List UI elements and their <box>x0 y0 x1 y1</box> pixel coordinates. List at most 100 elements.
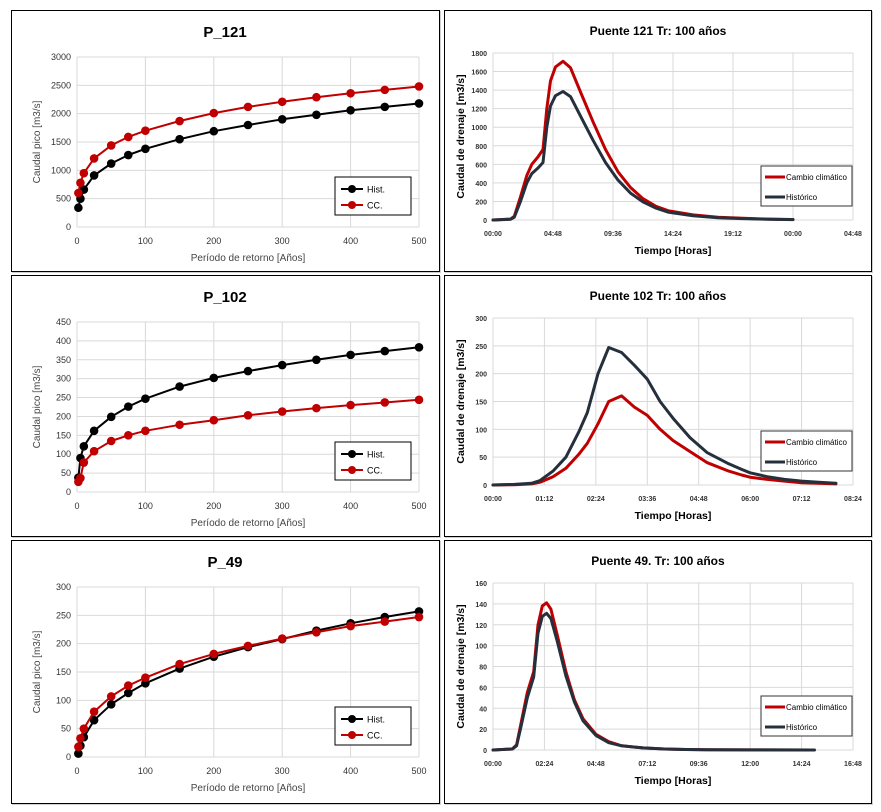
chart-p121-hydro: Puente 121 Tr: 100 años 0 200 400 600 800 1000… <box>455 24 862 257</box>
legend-box <box>760 430 853 472</box>
data-point <box>89 715 99 725</box>
y-tick-label: 250 <box>56 393 71 403</box>
legend-swatch-marker <box>348 731 356 739</box>
legend-label: Cambio climático <box>786 438 847 447</box>
x-tick-label: 200 <box>206 766 221 776</box>
y-tick-label: 150 <box>475 400 487 407</box>
data-point <box>175 116 184 126</box>
data-point <box>124 688 133 698</box>
x-tick-label: 14:24 <box>664 231 682 238</box>
x-tick-label: 09:36 <box>690 761 708 768</box>
legend-swatch-marker <box>348 450 356 458</box>
y-tick-label: 300 <box>56 374 71 384</box>
data-point <box>346 400 355 410</box>
x-tick-label: 500 <box>411 236 426 246</box>
y-tick-label: 150 <box>56 430 71 440</box>
x-tick-label: 19:12 <box>724 231 742 238</box>
x-axis-title: Período de retorno [Años] <box>191 783 306 794</box>
data-point <box>243 641 253 651</box>
series-line-cc <box>491 59 795 222</box>
data-point <box>312 403 321 413</box>
data-point <box>74 749 83 758</box>
y-tick-label: 350 <box>56 355 71 365</box>
y-tick-label: 100 <box>475 427 487 434</box>
y-tick-label: 100 <box>56 695 71 705</box>
y-tick-label: 1000 <box>471 125 487 132</box>
legend-label: CC. <box>367 731 383 741</box>
x-tick-label: 400 <box>343 501 358 511</box>
y-axis-title: Caudal de drenaje [m3/s] <box>455 604 467 728</box>
series-line-cc <box>491 394 838 487</box>
y-tick-label: 0 <box>66 752 71 762</box>
data-point <box>346 350 355 360</box>
data-point <box>209 649 219 659</box>
data-point <box>141 673 150 682</box>
y-tick-label: 1500 <box>51 137 71 147</box>
x-tick-label: 02:24 <box>587 496 605 503</box>
data-point <box>79 441 89 451</box>
data-point <box>414 343 424 352</box>
y-axis-title: Caudal pico [m3/s] <box>32 630 43 713</box>
y-axis-title: Caudal de drenaje [m3/s] <box>455 74 467 198</box>
x-tick-label: 500 <box>411 766 426 776</box>
data-point <box>243 102 253 112</box>
x-tick-label: 04:48 <box>587 761 605 768</box>
data-point <box>106 412 116 422</box>
data-point <box>141 426 150 436</box>
data-point <box>312 110 321 120</box>
panel-p121-hydro: Puente 121 Tr: 100 años 0 200 400 600 800 1000… <box>444 10 872 272</box>
x-tick-label: 09:36 <box>604 231 622 238</box>
data-point <box>106 700 116 709</box>
data-point <box>414 82 424 91</box>
data-point <box>380 85 390 95</box>
x-tick-label: 00:00 <box>484 761 502 768</box>
y-tick-label: 0 <box>483 218 487 225</box>
data-point <box>277 97 287 107</box>
data-point <box>380 346 390 356</box>
data-point <box>76 178 85 188</box>
legend-label: CC. <box>367 466 383 476</box>
data-point <box>74 203 83 213</box>
x-tick-label: 06:00 <box>741 496 759 503</box>
legend-label: Histórico <box>786 458 818 467</box>
data-point <box>124 681 133 690</box>
y-tick-label: 140 <box>475 602 487 609</box>
data-point <box>141 144 150 154</box>
legend-swatch-marker <box>348 715 356 723</box>
y-tick-label: 40 <box>479 706 487 713</box>
x-tick-label: 500 <box>411 501 426 511</box>
panel-p121-peak: P_121 0 500 1000 1500 2000 2500 3000 0 100 200 300 4… <box>11 10 440 272</box>
chart-title: Puente 49. Tr: 100 años <box>591 554 725 568</box>
legend-box <box>334 706 412 746</box>
data-point <box>76 734 85 743</box>
y-tick-label: 0 <box>66 222 71 232</box>
chart-p49-hydro: Puente 49. Tr: 100 años 0 20 40 60 80 100 120 14… <box>455 554 862 787</box>
x-tick-label: 01:12 <box>535 496 553 503</box>
data-point <box>141 126 150 135</box>
data-point <box>89 171 99 180</box>
x-tick-label: 400 <box>343 236 358 246</box>
y-tick-label: 1200 <box>471 107 487 114</box>
legend-swatch-marker <box>348 185 356 193</box>
legend-box <box>760 165 853 207</box>
y-tick-label: 1000 <box>51 165 71 175</box>
x-tick-label: 04:48 <box>544 231 562 238</box>
data-point <box>312 355 321 365</box>
x-axis-title: Tiempo [Horas] <box>635 510 712 522</box>
y-tick-label: 450 <box>56 317 71 327</box>
x-tick-label: 200 <box>206 236 221 246</box>
x-tick-label: 300 <box>275 501 290 511</box>
data-point <box>141 394 150 403</box>
x-tick-label: 0 <box>74 236 79 246</box>
y-tick-label: 60 <box>479 685 487 692</box>
chart-title: P_102 <box>203 289 246 306</box>
chart-p121-peak: P_121 0 500 1000 1500 2000 2500 3000 0 100 200 300 4… <box>32 24 427 264</box>
chart-title: P_121 <box>203 24 246 41</box>
y-tick-label: 200 <box>56 411 71 421</box>
chart-title: P_49 <box>207 554 242 571</box>
y-axis-title: Caudal de drenaje [m3/s] <box>455 339 467 463</box>
y-tick-label: 300 <box>56 582 71 592</box>
data-point <box>243 366 253 376</box>
y-tick-label: 50 <box>479 455 487 462</box>
y-tick-label: 0 <box>66 487 71 497</box>
